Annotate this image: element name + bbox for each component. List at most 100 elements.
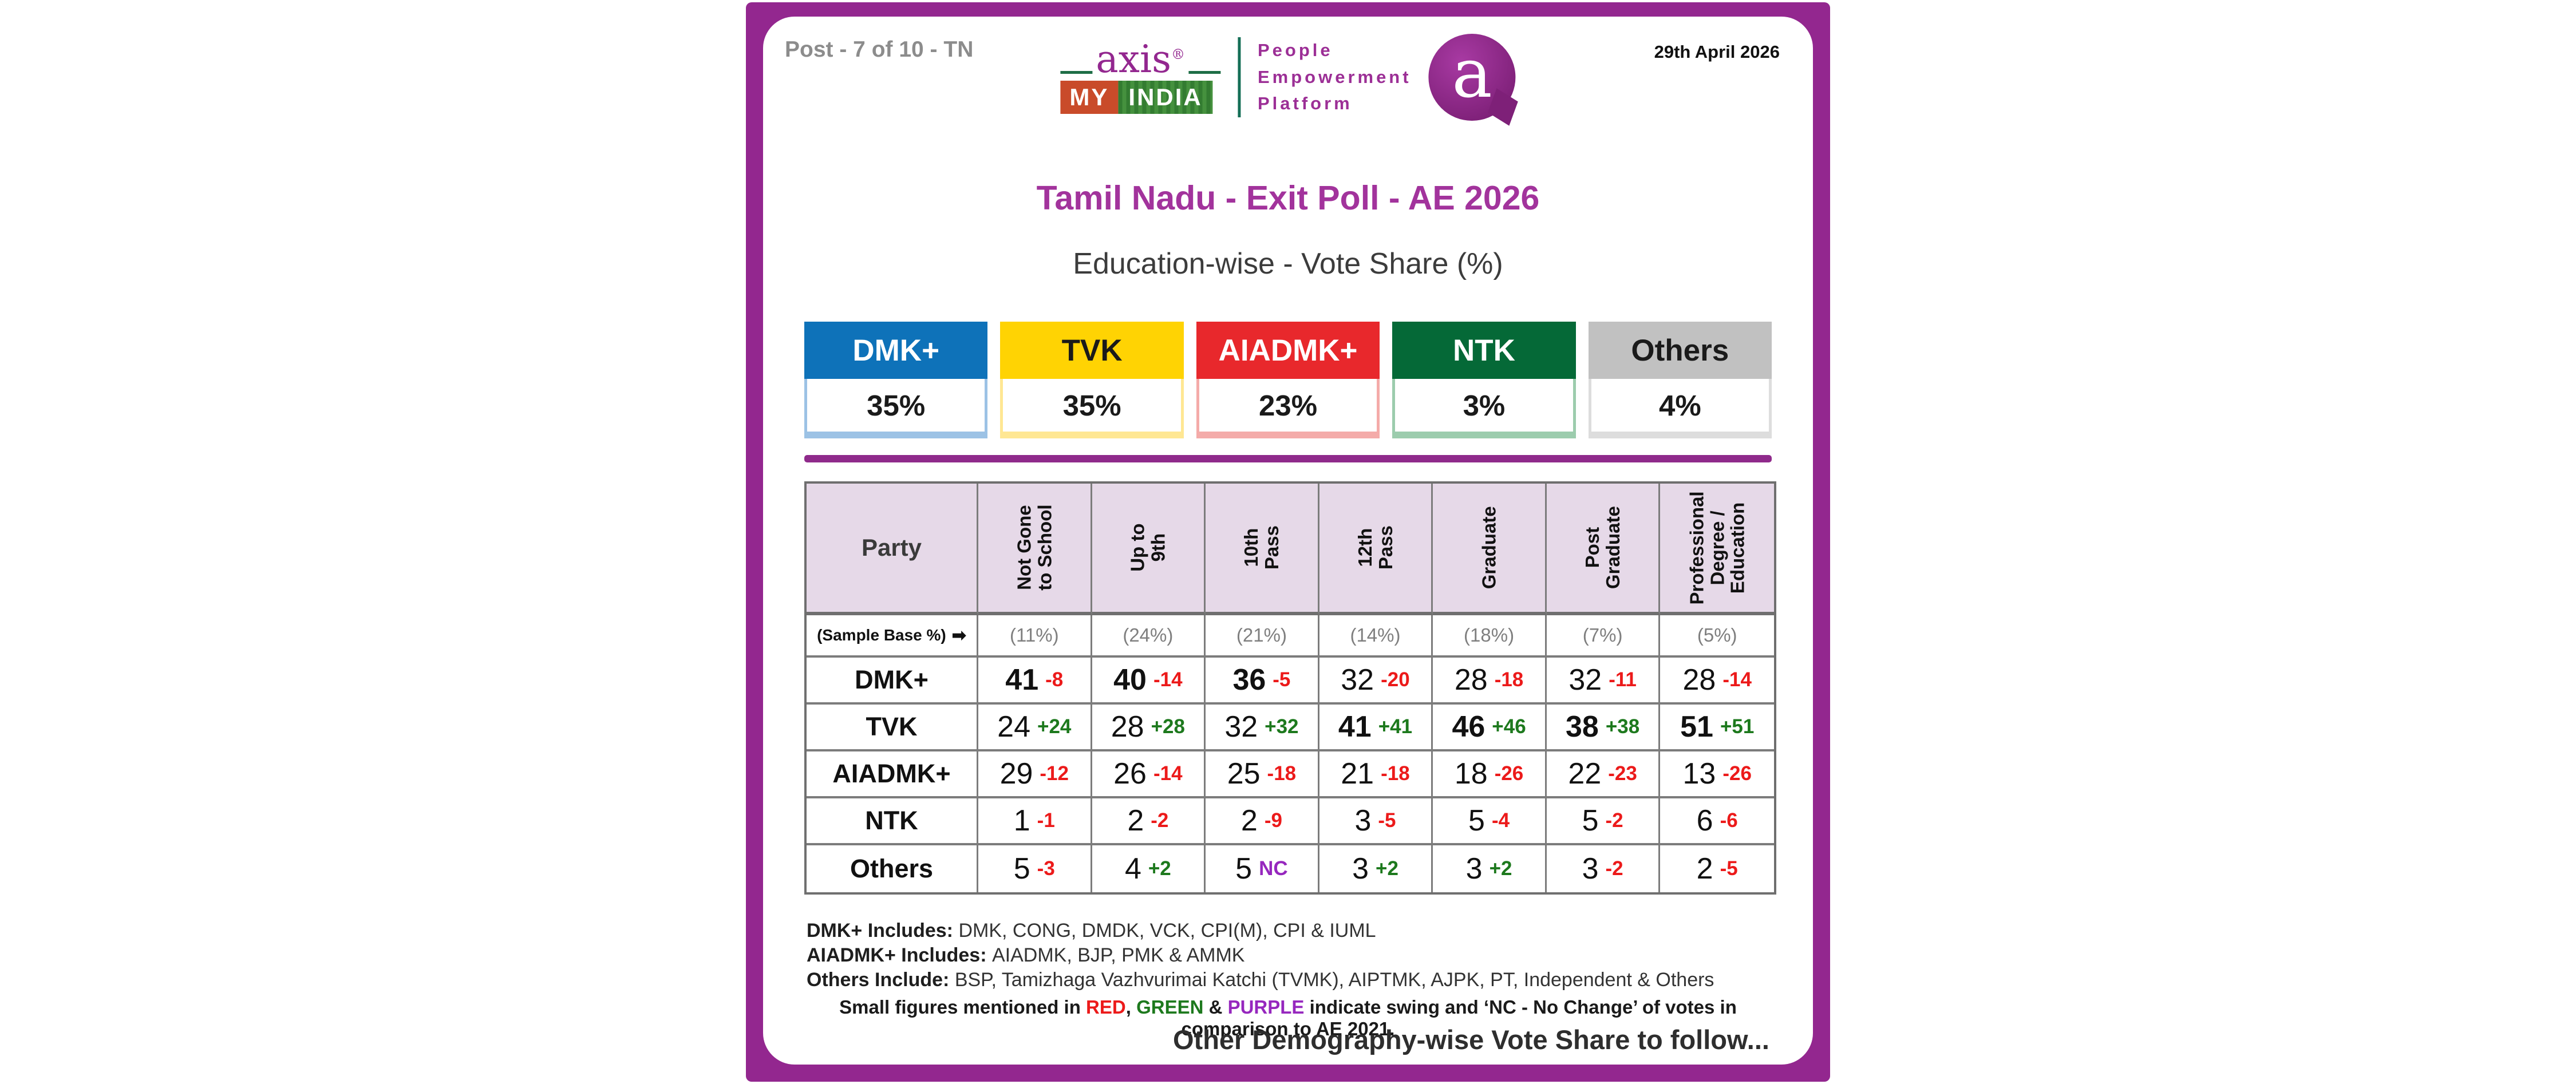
footer-text: Other Demography-wise Vote Share to foll… xyxy=(1173,1024,1769,1055)
swing-note-part: & xyxy=(1203,996,1228,1018)
vertical-column-label: Graduate xyxy=(1478,506,1500,590)
vote-share-value: 3 xyxy=(1354,804,1372,837)
purple-frame: Post - 7 of 10 - TN 29th April 2026 axis… xyxy=(746,2,1830,1082)
vote-share-value: 28 xyxy=(1682,663,1716,697)
party-label-cell: NTK xyxy=(807,798,978,845)
vote-share-cell: 24 +24 xyxy=(978,705,1092,751)
vote-share-value: 26 xyxy=(1113,757,1147,790)
date-label: 29th April 2026 xyxy=(1654,42,1780,62)
footnote-text: BSP, Tamizhaga Vazhvurimai Katchi (TVMK)… xyxy=(954,969,1714,991)
sample-base-value-cell: (21%) xyxy=(1206,615,1319,658)
vote-share-value: 51 xyxy=(1680,710,1713,743)
vote-share-value: 3 xyxy=(1465,852,1483,885)
vote-share-value: 32 xyxy=(1224,710,1258,743)
table-header-education-column: Graduate xyxy=(1433,484,1547,615)
swing-value: +32 xyxy=(1265,715,1299,738)
tagline-line: Platform xyxy=(1257,93,1353,114)
swing-value: +51 xyxy=(1720,715,1755,738)
vote-share-value: 13 xyxy=(1682,757,1716,790)
party-label-cell: Others xyxy=(807,845,978,892)
footnote-line: DMK+ Includes: DMK, CONG, DMDK, VCK, CPI… xyxy=(807,919,1714,943)
underline-left-decoration xyxy=(1060,71,1093,74)
tagline-people-empowerment-platform: People Empowerment Platform xyxy=(1258,37,1412,117)
vote-share-cell: 22 -23 xyxy=(1546,751,1661,798)
vote-share-value: 41 xyxy=(1005,663,1039,697)
swing-value: +2 xyxy=(1489,857,1512,880)
vote-share-value: 28 xyxy=(1454,663,1488,697)
footnote-label: DMK+ Includes: xyxy=(807,920,959,941)
table-header-education-column: 12th Pass xyxy=(1319,484,1433,615)
vote-share-cell: 51 +51 xyxy=(1660,705,1774,751)
vote-share-table: Party Not Gone to School Up to 9th 10th Pas… xyxy=(804,481,1776,895)
vote-share-value: 6 xyxy=(1696,804,1713,837)
table-header-party: Party xyxy=(807,484,978,615)
summary-card-share: 35% xyxy=(1000,379,1184,438)
vertical-column-label: Post Graduate xyxy=(1582,506,1623,590)
table-header-education-column: Post Graduate xyxy=(1546,484,1661,615)
axis-wordmark-block: axis® MY INDIA xyxy=(1060,41,1220,114)
summary-card-party: NTK xyxy=(1392,322,1576,379)
swing-value: -18 xyxy=(1381,762,1410,785)
vote-share-value: 28 xyxy=(1111,710,1144,743)
my-block: MY xyxy=(1060,81,1119,114)
vote-share-cell: 5 NC xyxy=(1206,845,1319,892)
summary-card: TVK 35% xyxy=(1000,322,1184,438)
swing-value: -18 xyxy=(1494,668,1524,691)
swing-value: +38 xyxy=(1605,715,1640,738)
swing-value: -12 xyxy=(1040,762,1069,785)
summary-card: AIADMK+ 23% xyxy=(1196,322,1380,438)
vote-share-value: 22 xyxy=(1568,757,1602,790)
vote-share-cell: 25 -18 xyxy=(1206,751,1319,798)
vertical-column-label: 12th Pass xyxy=(1354,525,1396,570)
vote-share-value: 32 xyxy=(1341,663,1374,697)
footnote-label: Others Include: xyxy=(807,969,955,991)
axis-wordmark: axis® xyxy=(1096,37,1185,81)
swing-value: -5 xyxy=(1720,857,1738,880)
swing-value: +28 xyxy=(1151,715,1185,738)
swing-value: NC xyxy=(1259,857,1288,880)
vote-share-value: 2 xyxy=(1240,804,1258,837)
summary-cards-row: DMK+ 35% TVK 35% AIADMK+ 23% NTK 3% Others 4% xyxy=(804,322,1772,438)
content-card: Post - 7 of 10 - TN 29th April 2026 axis… xyxy=(763,17,1813,1065)
swing-value: +41 xyxy=(1378,715,1413,738)
vote-share-cell: 28 -18 xyxy=(1433,658,1547,705)
vote-share-value: 38 xyxy=(1566,710,1599,743)
swing-value: -14 xyxy=(1153,762,1183,785)
vote-share-cell: 36 -5 xyxy=(1206,658,1319,705)
sample-base-value-cell: (5%) xyxy=(1660,615,1774,658)
footnote-line: Others Include: BSP, Tamizhaga Vazhvurim… xyxy=(807,968,1714,992)
sample-base-value-cell: (7%) xyxy=(1546,615,1661,658)
vote-share-cell: 3 +2 xyxy=(1433,845,1547,892)
swing-color-note: Small figures mentioned in RED, GREEN & … xyxy=(804,996,1772,1040)
vote-share-cell: 28 -14 xyxy=(1660,658,1774,705)
vote-share-cell: 40 -14 xyxy=(1092,658,1206,705)
vote-share-value: 46 xyxy=(1452,710,1485,743)
vote-share-cell: 5 -4 xyxy=(1433,798,1547,845)
summary-card-share: 3% xyxy=(1392,379,1576,438)
swing-value: -26 xyxy=(1722,762,1752,785)
page-title: Tamil Nadu - Exit Poll - AE 2026 xyxy=(1036,179,1540,217)
summary-card: DMK+ 35% xyxy=(804,322,988,438)
swing-value: -2 xyxy=(1605,857,1623,880)
vote-share-cell: 4 +2 xyxy=(1092,845,1206,892)
swing-value: -5 xyxy=(1273,668,1291,691)
vote-share-value: 5 xyxy=(1582,804,1599,837)
tagline-line: Empowerment xyxy=(1257,66,1412,87)
swing-note-part: indicate swing and ‘NC - No Change’ of v… xyxy=(1181,996,1737,1039)
vertical-column-label: 10th Pass xyxy=(1240,525,1282,570)
summary-card: NTK 3% xyxy=(1392,322,1576,438)
vote-share-value: 36 xyxy=(1232,663,1266,697)
vote-share-cell: 38 +38 xyxy=(1546,705,1661,751)
axis-my-india-logo: axis® MY INDIA People Empowerment Platform… xyxy=(1060,34,1518,126)
vote-share-cell: 32 -20 xyxy=(1319,658,1433,705)
swing-value: -3 xyxy=(1037,857,1055,880)
swing-value: +24 xyxy=(1037,715,1072,738)
swing-value: +46 xyxy=(1492,715,1526,738)
vote-share-value: 3 xyxy=(1582,852,1599,885)
purple-divider xyxy=(804,455,1772,462)
swing-value: -26 xyxy=(1494,762,1524,785)
swing-value: +2 xyxy=(1376,857,1398,880)
vote-share-cell: 26 -14 xyxy=(1092,751,1206,798)
swing-note-part: , xyxy=(1125,996,1137,1018)
vote-share-cell: 18 -26 xyxy=(1433,751,1547,798)
